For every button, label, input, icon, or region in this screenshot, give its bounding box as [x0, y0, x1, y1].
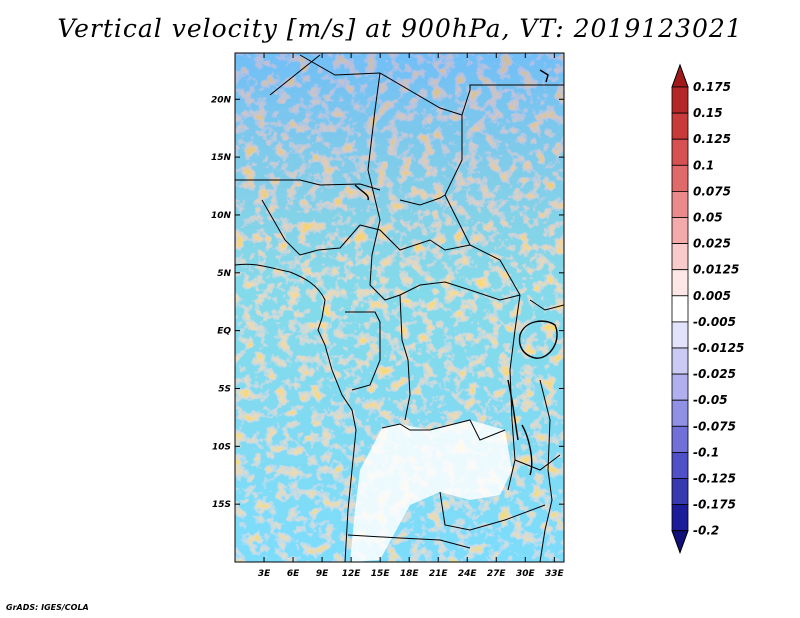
lat-tick-label: 15S — [212, 500, 231, 510]
country-borders — [235, 54, 564, 562]
lon-tick-label: 12E — [342, 569, 362, 579]
colorbar-label: -0.0125 — [693, 341, 744, 355]
colorbar-label: -0.05 — [693, 393, 728, 407]
colorbar-swatch — [671, 321, 689, 349]
colorbar-label: -0.175 — [693, 498, 736, 512]
lat-tick-label: 5S — [218, 384, 231, 394]
colorbar-label: 0.025 — [693, 237, 731, 251]
lon-tick-label: 3E — [258, 569, 271, 579]
colorbar-swatch — [671, 243, 689, 271]
lat-tick-label: 10S — [212, 442, 231, 452]
grads-credit: GrADS: IGES/COLA — [6, 603, 89, 612]
colorbar-swatch — [671, 478, 689, 506]
colorbar-swatch — [671, 504, 689, 532]
colorbar-swatch — [671, 269, 689, 297]
colorbar-swatch — [671, 399, 689, 427]
colorbar-label: -0.1 — [693, 445, 719, 459]
lon-tick-label: 6E — [287, 569, 300, 579]
lon-tick-label: 21E — [429, 569, 449, 579]
colorbar-swatch — [671, 86, 689, 114]
colorbar-swatch — [671, 164, 689, 192]
lat-tick-label: 5N — [217, 269, 231, 279]
colorbar-label: 0.125 — [693, 132, 731, 146]
colorbar-swatch — [671, 425, 689, 453]
colorbar-label: 0.1 — [693, 158, 714, 172]
colorbar-swatch — [671, 295, 689, 323]
colorbar-label: -0.005 — [693, 315, 736, 329]
colorbar: 0.175 0.15 0.125 0.1 0.075 0.05 0.025 0.0125 0.0… — [671, 63, 744, 555]
colorbar-label: -0.075 — [693, 419, 736, 433]
colorbar-label: 0.005 — [693, 289, 731, 303]
neutral-area — [350, 420, 512, 562]
colorbar-swatch — [671, 112, 689, 140]
colorbar-label: 0.175 — [693, 80, 731, 94]
lon-tick-label: 33E — [545, 569, 565, 579]
colorbar-label: 0.0125 — [693, 263, 739, 277]
lon-tick-label: 30E — [516, 569, 536, 579]
lon-tick-label: 24E — [458, 569, 478, 579]
lon-tick-label: 9E — [316, 569, 329, 579]
lat-tick-label: EQ — [217, 327, 231, 337]
lon-tick-label: 18E — [400, 569, 420, 579]
map-title: Vertical velocity [m/s] at 900hPa, VT: 2… — [57, 14, 743, 43]
colorbar-label: 0.15 — [693, 106, 723, 120]
colorbar-swatch — [671, 451, 689, 479]
latitude-axis: 20N 15N 10N 5N EQ 5S 10S 15S — [211, 95, 564, 510]
colorbar-swatch — [671, 347, 689, 375]
colorbar-top-arrow — [671, 63, 689, 88]
lat-tick-label: 10N — [211, 211, 232, 221]
velocity-field — [235, 53, 564, 562]
colorbar-label: 0.05 — [693, 211, 723, 225]
colorbar-swatch — [671, 190, 689, 218]
colorbar-swatch — [671, 373, 689, 401]
colorbar-swatch — [671, 217, 689, 245]
lon-tick-label: 15E — [371, 569, 391, 579]
lon-tick-label: 27E — [487, 569, 507, 579]
colorbar-bottom-arrow — [671, 530, 689, 555]
colorbar-label: -0.125 — [693, 472, 736, 486]
colorbar-label: -0.2 — [693, 524, 719, 538]
lat-tick-label: 20N — [211, 95, 232, 105]
colorbar-label: -0.025 — [693, 367, 736, 381]
lat-tick-label: 15N — [211, 153, 232, 163]
longitude-axis: 3E 6E 9E 12E 15E 18E 21E 24E 27E 30E 33E — [258, 53, 565, 579]
colorbar-label: 0.075 — [693, 184, 731, 198]
map-frame — [234, 52, 565, 563]
lakes — [354, 69, 558, 476]
colorbar-swatch — [671, 138, 689, 166]
